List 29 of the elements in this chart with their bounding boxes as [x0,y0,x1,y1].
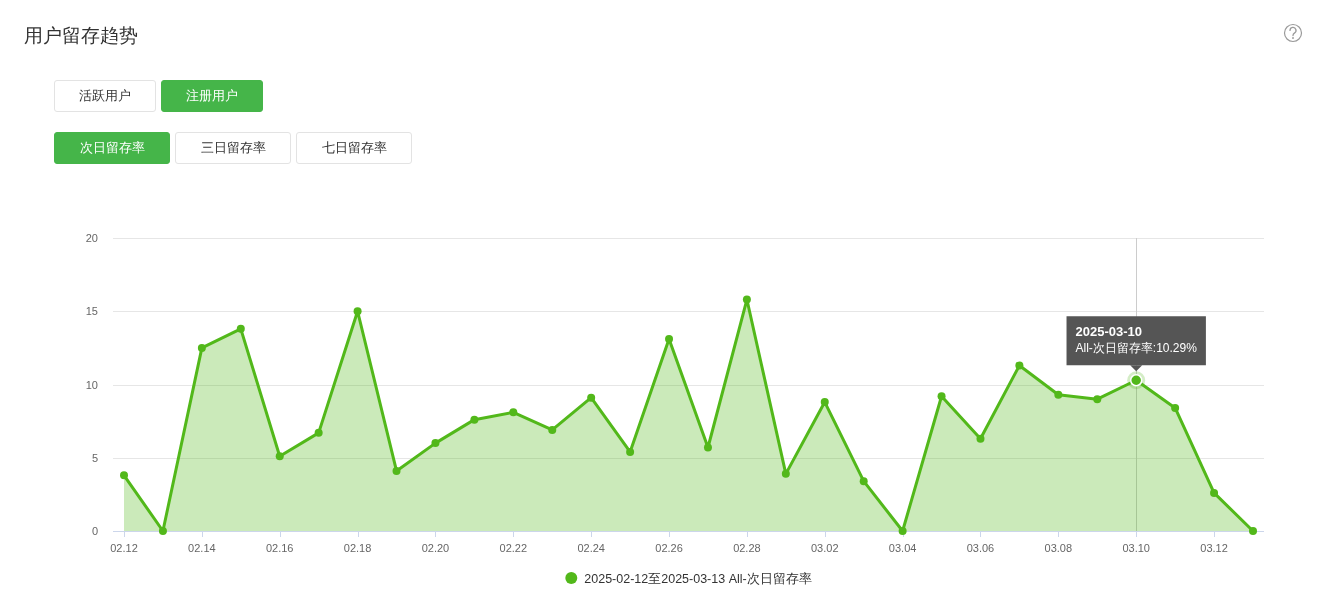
x-tick-label: 03.04 [888,542,917,554]
tooltip-text: 2025-03-10 [1075,324,1142,340]
button: 七日留存率 [296,132,412,164]
y-tick-label: 0 [91,525,98,537]
x-tick-label: 02.24 [577,542,605,554]
button: 三日留存率 [175,132,291,164]
y-tick-label: 20 [85,232,98,244]
x-tick-label: 02.12 [110,542,138,554]
button: 注册用户 [161,80,263,112]
x-tick-label: 02.14 [188,542,216,554]
x-tick-label: 03.12 [1200,542,1228,554]
y-tick-label: 15 [85,305,98,318]
y-tick-label: 10 [85,378,98,391]
title: 用户留存趋势 [24,25,138,46]
button: 活跃用户 [54,80,156,112]
x-tick-label: 02.18 [343,542,372,554]
x-tick-label: 03.06 [966,542,995,554]
x-tick-label: 02.28 [733,542,761,554]
x-tick-label: 02.20 [421,542,450,554]
x-tick-label: 03.10 [1122,542,1150,554]
x-tick-label: 03.02 [811,542,839,554]
x-tick-label: 02.16 [265,542,294,554]
button: 次日留存率 [54,132,170,164]
x-tick-label: 03.08 [1044,542,1073,554]
tooltip-text: All-次日留存率:10.29% [1075,341,1197,356]
legend-text: 2025-02-12至2025-03-13 All-次日留存率 [584,571,812,586]
x-tick-label: 02.26 [655,542,683,554]
x-tick-label: 02.22 [499,542,528,554]
y-tick-label: 5 [91,451,98,464]
